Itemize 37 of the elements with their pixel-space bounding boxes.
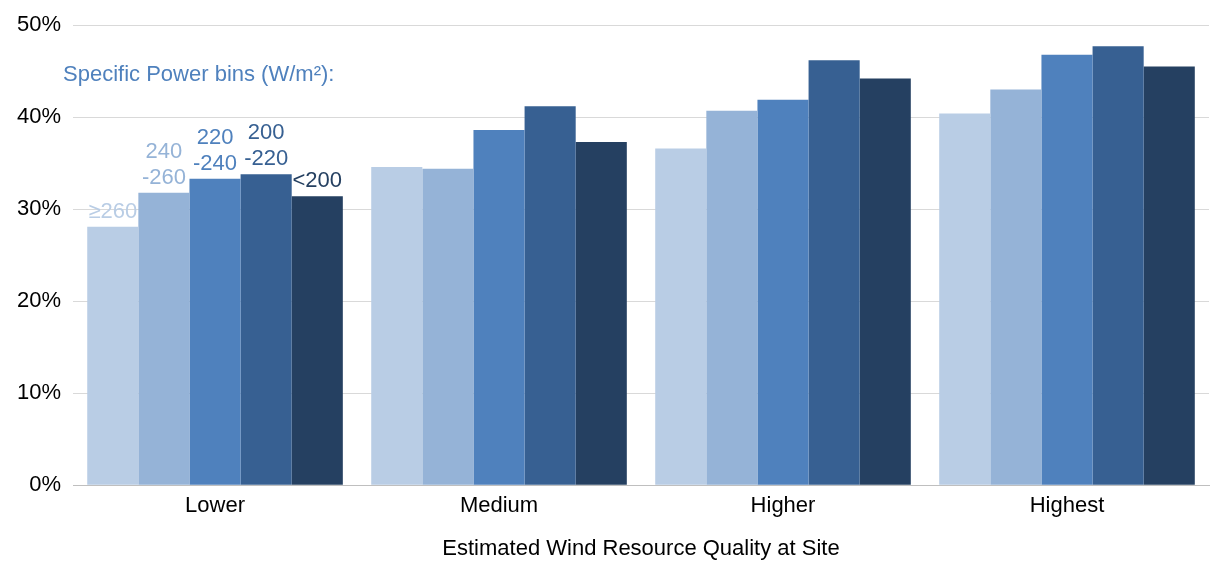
y-tick-label: 50% (16, 11, 62, 37)
bar (138, 192, 190, 485)
bar (757, 99, 809, 485)
x-tick-label: Highest (1029, 492, 1105, 518)
bar (808, 60, 860, 485)
x-axis-title: Estimated Wind Resource Quality at Site (442, 534, 840, 560)
bar (240, 174, 292, 485)
series-label: 240-260 (141, 137, 186, 189)
bar (990, 89, 1042, 485)
y-tick-label: 10% (16, 379, 62, 405)
bar (1092, 46, 1144, 485)
y-tick-label: 40% (16, 103, 62, 129)
bar (939, 113, 991, 485)
y-tick-label: 0% (29, 471, 62, 497)
x-tick-label: Higher (750, 492, 816, 518)
series-label: ≥260 (88, 197, 138, 223)
bar (1143, 66, 1195, 485)
bar (859, 78, 911, 485)
series-label: 200-220 (244, 119, 289, 171)
bar (291, 196, 343, 485)
bar (706, 110, 758, 485)
x-tick-label: Lower (185, 492, 245, 518)
bar (189, 178, 241, 485)
bar (422, 168, 474, 485)
series-label: <200 (292, 167, 343, 193)
bar (1041, 54, 1093, 485)
series-label: 220-240 (193, 123, 238, 175)
bar (87, 226, 139, 485)
y-tick-label: 30% (16, 195, 62, 221)
bar (575, 142, 627, 485)
bar (655, 148, 707, 485)
legend-title: Specific Power bins (W/m²): (63, 61, 335, 87)
bar (473, 130, 525, 485)
bar (371, 166, 423, 485)
x-tick-label: Medium (459, 492, 539, 518)
bar (524, 106, 576, 485)
y-tick-label: 20% (16, 287, 62, 313)
